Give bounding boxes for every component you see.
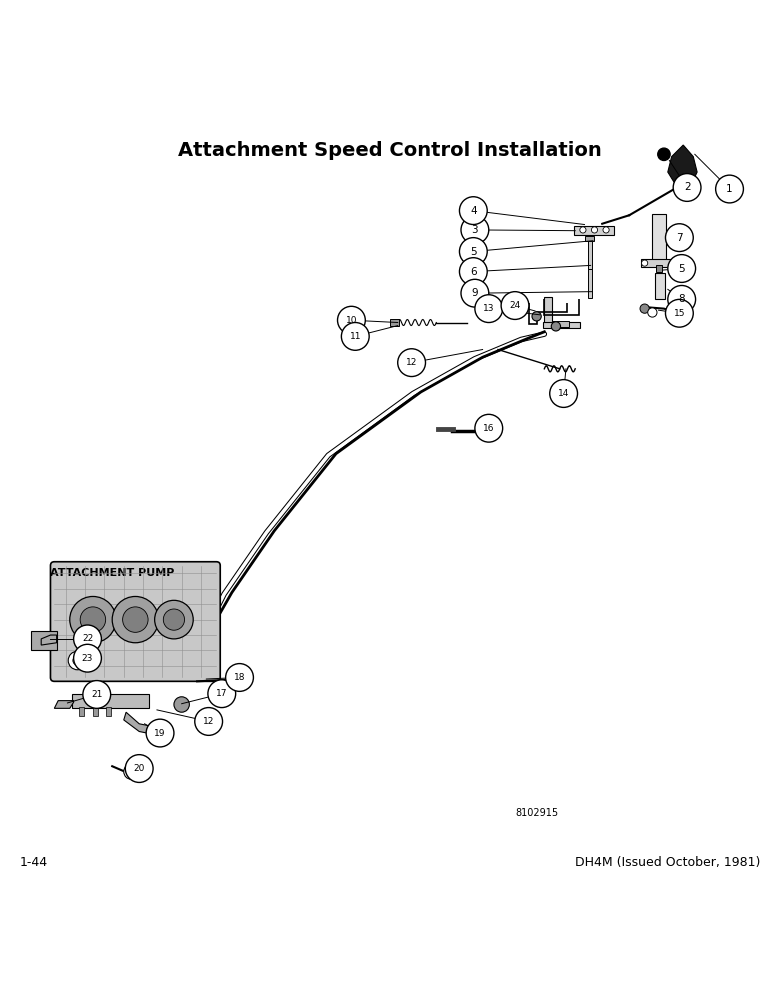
Text: DH4M (Issued October, 1981): DH4M (Issued October, 1981) [575, 856, 760, 869]
Bar [587, 241, 592, 268]
Circle shape [551, 322, 561, 331]
Text: ATTACHMENT PUMP: ATTACHMENT PUMP [51, 568, 175, 578]
Text: 4: 4 [470, 206, 477, 216]
Circle shape [83, 681, 111, 708]
Text: 8102915: 8102915 [515, 808, 558, 818]
Text: 18: 18 [234, 673, 245, 682]
Bar [543, 322, 580, 328]
Bar [93, 707, 98, 716]
Bar [106, 707, 111, 716]
Text: 23: 23 [82, 654, 93, 663]
Circle shape [208, 680, 236, 708]
Circle shape [174, 697, 190, 712]
Circle shape [112, 596, 158, 643]
Circle shape [69, 596, 116, 643]
Circle shape [591, 227, 597, 233]
Polygon shape [573, 226, 614, 235]
Circle shape [459, 197, 488, 225]
Text: 13: 13 [483, 304, 495, 313]
Circle shape [668, 285, 696, 313]
Bar [656, 265, 662, 272]
Circle shape [73, 625, 101, 653]
Circle shape [640, 304, 649, 313]
Circle shape [665, 224, 693, 252]
Text: 5: 5 [470, 247, 477, 257]
Polygon shape [124, 712, 158, 735]
Text: 19: 19 [154, 729, 166, 738]
Bar [588, 268, 592, 298]
Text: 15: 15 [674, 309, 685, 318]
Circle shape [475, 414, 502, 442]
Circle shape [671, 260, 677, 266]
Bar [654, 273, 665, 299]
Circle shape [80, 607, 105, 632]
Circle shape [658, 148, 670, 160]
Text: 2: 2 [684, 182, 690, 192]
Circle shape [124, 764, 139, 779]
Text: 24: 24 [509, 301, 520, 310]
Circle shape [715, 175, 743, 203]
Text: 1-44: 1-44 [20, 856, 48, 869]
Bar [79, 707, 83, 716]
Circle shape [532, 312, 541, 321]
Circle shape [146, 719, 174, 747]
Circle shape [398, 349, 426, 377]
Circle shape [342, 323, 369, 350]
Text: 5: 5 [679, 263, 685, 273]
Text: 7: 7 [676, 233, 682, 243]
FancyBboxPatch shape [51, 562, 220, 681]
Circle shape [603, 227, 609, 233]
Circle shape [461, 216, 489, 244]
Bar [641, 259, 678, 267]
Text: 22: 22 [82, 634, 93, 643]
Bar [31, 631, 57, 650]
Circle shape [73, 656, 82, 665]
Text: 12: 12 [406, 358, 417, 367]
Text: 14: 14 [558, 389, 569, 398]
Bar [390, 319, 399, 326]
Text: Attachment Speed Control Installation: Attachment Speed Control Installation [178, 141, 602, 160]
Polygon shape [668, 145, 697, 185]
Circle shape [122, 607, 148, 632]
Circle shape [647, 308, 657, 317]
Text: 3: 3 [472, 225, 478, 235]
Circle shape [195, 708, 222, 735]
Text: 8: 8 [679, 294, 685, 304]
Text: 6: 6 [470, 267, 477, 277]
Circle shape [338, 306, 365, 334]
Bar [544, 297, 552, 326]
Text: 9: 9 [472, 288, 478, 298]
Circle shape [665, 299, 693, 327]
Circle shape [461, 279, 489, 307]
Circle shape [501, 292, 529, 319]
Text: 20: 20 [133, 764, 145, 773]
Circle shape [73, 644, 101, 672]
Circle shape [154, 600, 193, 639]
Circle shape [459, 238, 488, 265]
Polygon shape [41, 635, 57, 645]
Circle shape [126, 755, 153, 782]
Text: 17: 17 [216, 689, 228, 698]
Circle shape [580, 227, 586, 233]
Circle shape [225, 664, 254, 691]
Bar [652, 214, 666, 261]
Text: 11: 11 [349, 332, 361, 341]
Circle shape [642, 260, 647, 266]
Text: 1: 1 [726, 184, 733, 194]
Circle shape [668, 255, 696, 282]
Text: 12: 12 [203, 717, 215, 726]
Circle shape [163, 609, 185, 630]
Circle shape [673, 174, 701, 201]
Bar [585, 236, 594, 241]
Text: 21: 21 [91, 690, 102, 699]
Polygon shape [55, 701, 73, 708]
Circle shape [459, 258, 488, 285]
Bar [552, 321, 569, 327]
Text: 10: 10 [346, 316, 357, 325]
Circle shape [550, 380, 577, 407]
Circle shape [475, 295, 502, 323]
Circle shape [68, 651, 87, 670]
Text: 16: 16 [483, 424, 495, 433]
Bar [72, 694, 149, 708]
